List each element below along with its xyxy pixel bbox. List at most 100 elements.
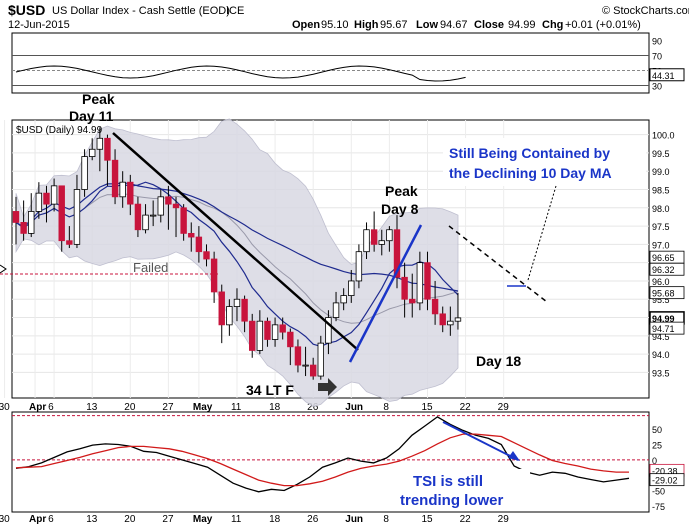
candle-body bbox=[28, 211, 35, 234]
price-label-box bbox=[649, 321, 685, 335]
top-axis-tick: 70 bbox=[652, 52, 662, 62]
top-indicator-layer: 9070503044.31 bbox=[12, 37, 685, 92]
candle-body bbox=[249, 320, 256, 351]
x-axis-tick-bottom: 29 bbox=[498, 514, 510, 524]
x-axis-tick: 20 bbox=[124, 402, 136, 413]
x-axis-tick-bottom: 18 bbox=[269, 514, 281, 524]
candle-body bbox=[279, 324, 286, 333]
candle-body bbox=[264, 320, 271, 340]
chart-header: $USD US Dollar Index - Cash Settle (EOD)… bbox=[8, 2, 689, 31]
peak-day11-label: Peak bbox=[82, 91, 115, 107]
copyright: © StockCharts.com bbox=[602, 5, 689, 17]
x-axis-tick: 22 bbox=[460, 402, 472, 413]
tsi-trend-arrow bbox=[442, 421, 519, 461]
price-axis-tick: 94.0 bbox=[652, 350, 670, 360]
candle-body bbox=[416, 262, 424, 304]
peak-day8-label-2: Day 8 bbox=[381, 201, 419, 217]
peak-day8-label: Peak bbox=[385, 183, 418, 199]
x-axis-tick: 29 bbox=[498, 402, 510, 413]
candle-body bbox=[454, 317, 462, 322]
candle-body bbox=[142, 214, 149, 231]
high-value: 95.67 bbox=[380, 19, 408, 31]
price-axis-tick: 97.0 bbox=[652, 240, 670, 250]
top-indicator-line bbox=[15, 65, 466, 82]
candle-body bbox=[127, 181, 134, 205]
ma50-line bbox=[15, 182, 459, 292]
candle-body bbox=[317, 342, 324, 377]
price-axis-tick: 99.5 bbox=[652, 149, 670, 159]
open-value: 95.10 bbox=[321, 19, 349, 31]
tsi-axis-tick: 0 bbox=[652, 456, 657, 466]
candle-body bbox=[256, 320, 264, 351]
x-axis-tick-bottom: Apr bbox=[29, 514, 46, 524]
top-indicator-panel bbox=[11, 32, 650, 94]
x-axis-tick-bottom: Jun bbox=[345, 514, 363, 524]
candle-body bbox=[424, 262, 431, 300]
symbol: $USD bbox=[8, 2, 45, 18]
candle-body bbox=[302, 364, 309, 367]
candle-body bbox=[66, 240, 73, 245]
close-label: Close bbox=[474, 19, 504, 31]
candle-body bbox=[195, 236, 203, 253]
chg-value: +0.01 (+0.01%) bbox=[565, 19, 641, 31]
x-axis-tick: 13 bbox=[86, 402, 98, 413]
uptrend-line bbox=[348, 224, 423, 363]
tsi-signal-line bbox=[15, 433, 629, 487]
x-axis-tick: 15 bbox=[421, 402, 433, 413]
x-axis-tick: May bbox=[193, 402, 213, 413]
candle-body bbox=[89, 148, 96, 157]
price-label: 94.71 bbox=[652, 324, 675, 334]
candle-body bbox=[370, 229, 378, 245]
callout-pointer bbox=[527, 185, 557, 281]
candle-body bbox=[111, 159, 119, 198]
open-label: Open bbox=[292, 19, 320, 31]
tsi-axis-tick: -50 bbox=[652, 487, 665, 497]
candle-body bbox=[50, 185, 58, 205]
day18-label: Day 18 bbox=[476, 353, 521, 369]
price-axis-tick: 95.5 bbox=[652, 295, 670, 305]
close-value: 94.99 bbox=[508, 19, 536, 31]
tsi-callout-line2: trending lower bbox=[400, 492, 504, 509]
top-current-label: 44.31 bbox=[652, 71, 675, 81]
candle-body bbox=[35, 192, 43, 212]
candle-body bbox=[332, 302, 340, 318]
candle-body bbox=[157, 196, 164, 216]
x-axis-tick-bottom: May bbox=[193, 514, 213, 524]
top-axis-tick: 30 bbox=[652, 82, 662, 92]
candle-body bbox=[218, 291, 225, 326]
candle-body bbox=[355, 251, 363, 282]
x-axis-tick-bottom: 26 bbox=[307, 514, 319, 524]
contained-callout-box bbox=[443, 138, 646, 186]
x-axis-tick: 11 bbox=[231, 402, 242, 413]
ma10-line bbox=[15, 181, 459, 348]
contained-callout-line2: the Declining 10 Day MA bbox=[449, 165, 612, 181]
candle-body bbox=[12, 211, 20, 223]
tsi-annotations: TSI is still trending lower bbox=[400, 421, 530, 511]
candle-body bbox=[378, 240, 385, 245]
x-axis-tick: 6 bbox=[48, 402, 54, 413]
x-axis-tick-bottom: 20 bbox=[124, 514, 136, 524]
tsi-axis-tick: -75 bbox=[652, 502, 665, 512]
candle-body bbox=[447, 320, 454, 326]
x-axis-tick: Jun bbox=[345, 402, 363, 413]
price-axis-tick: 99.0 bbox=[652, 167, 670, 177]
low-label: Low bbox=[416, 19, 438, 31]
candle-body bbox=[348, 280, 355, 296]
price-label-box bbox=[649, 262, 685, 276]
price-annotations: Peak Day 11 Peak Day 8 Still Being Conta… bbox=[0, 91, 646, 398]
x-axis-tick: Apr bbox=[29, 402, 46, 413]
declining-dashed-line bbox=[448, 225, 548, 303]
candle-body bbox=[271, 324, 279, 340]
candle-body bbox=[165, 196, 172, 205]
tsi-panel bbox=[11, 411, 650, 513]
price-label: 96.65 bbox=[652, 253, 675, 263]
candle-body bbox=[119, 181, 126, 198]
ma20-line bbox=[15, 193, 459, 324]
x-axis-tick: 18 bbox=[269, 402, 281, 413]
candle-body bbox=[58, 185, 65, 242]
price-label: 96.32 bbox=[652, 265, 675, 275]
candle-body bbox=[363, 229, 370, 253]
candle-body bbox=[409, 298, 416, 304]
